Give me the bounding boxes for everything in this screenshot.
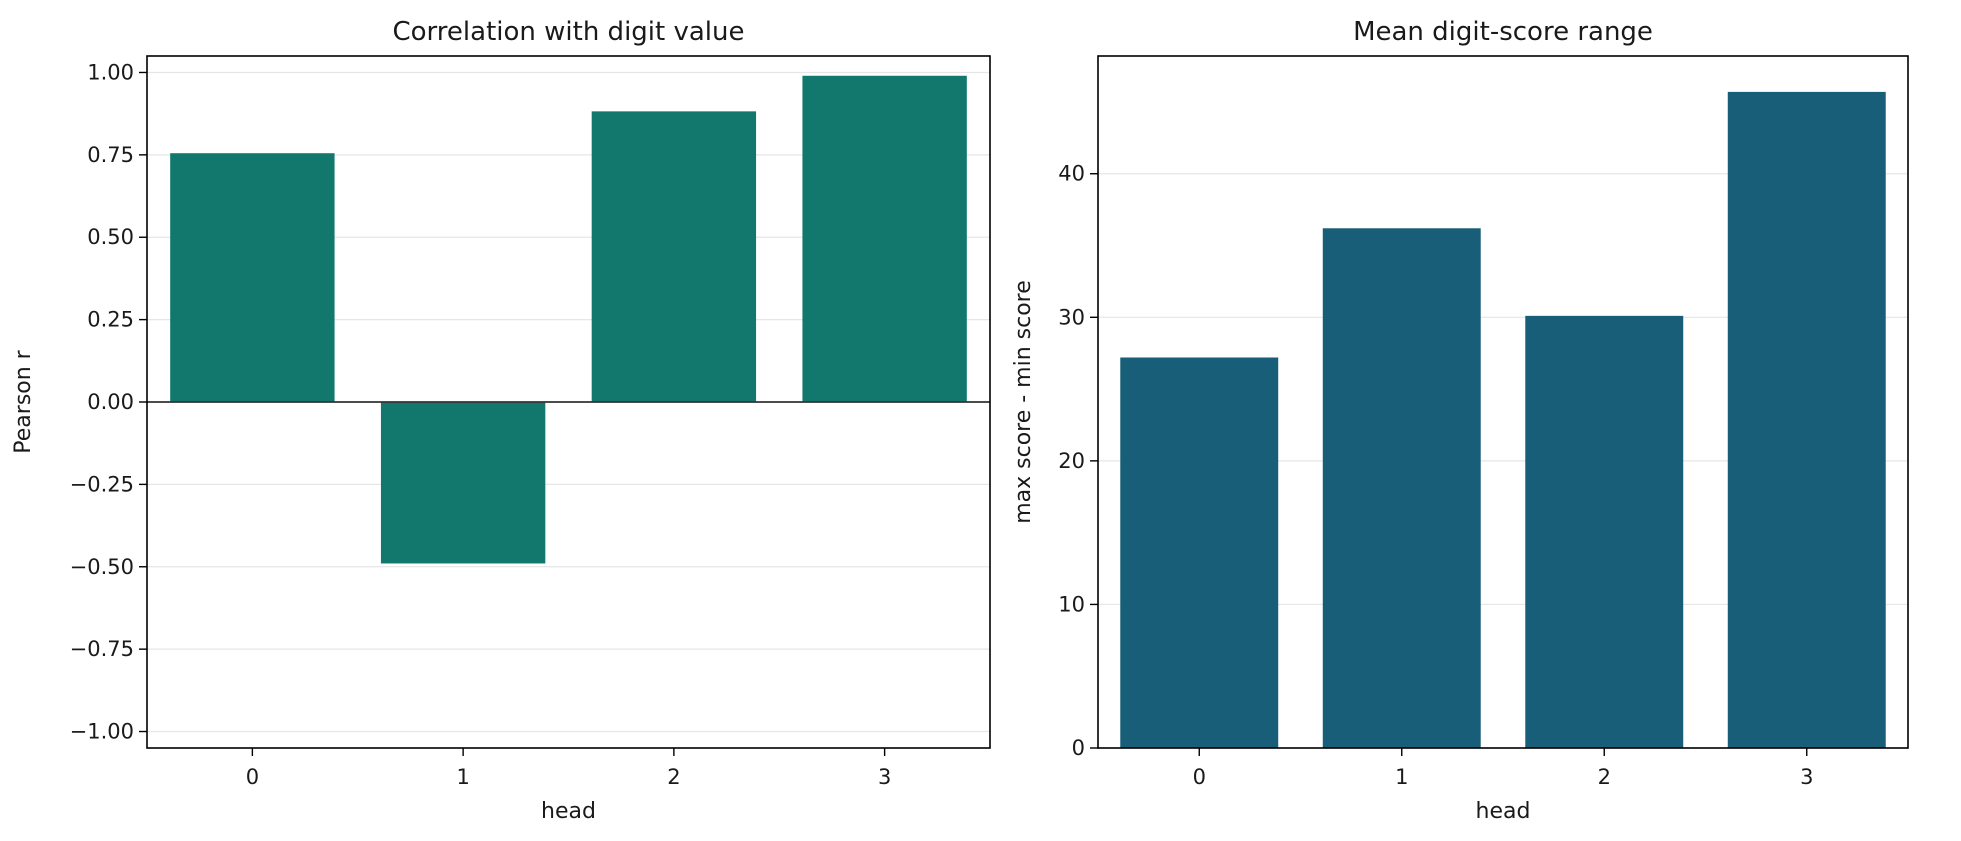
y-tick-label: 0.75: [87, 143, 134, 167]
x-tick-label: 3: [878, 765, 891, 789]
bar: [1525, 315, 1684, 748]
x-tick-label: 0: [1193, 765, 1206, 789]
bar: [1120, 357, 1279, 748]
plot-frame: [1097, 55, 1909, 749]
y-tick-label: 10: [1058, 592, 1085, 616]
y-tick-label: −0.25: [70, 472, 134, 496]
score-range-chart: 0 10 20 30 40 0 1 2 3 Mean digit-score range head m…: [1011, 17, 1909, 824]
y-tick-label: −1.00: [70, 720, 134, 744]
y-tick-label: 0.00: [87, 390, 134, 414]
y-tick-label: 0.25: [87, 308, 134, 332]
y-tick-label: 20: [1058, 449, 1085, 473]
y-tick-label: 30: [1058, 305, 1085, 329]
correlation-chart: −1.00 −0.75 −0.50 −0.25 0.00 0.25 0.50 0.75 1.00…: [11, 17, 991, 824]
x-tick-label: 2: [667, 765, 680, 789]
x-tick-label: 1: [456, 765, 469, 789]
bar: [380, 402, 546, 564]
x-axis-label: head: [1476, 799, 1531, 824]
bar: [802, 75, 967, 403]
x-tick-label: 3: [1800, 765, 1813, 789]
bar: [1322, 228, 1481, 748]
chart-title: Mean digit-score range: [1353, 17, 1653, 47]
y-tick-label: 0.50: [87, 225, 134, 249]
y-tick-label: −0.75: [70, 637, 134, 661]
x-tick-label: 0: [246, 765, 259, 789]
y-axis-label: Pearson r: [11, 349, 36, 453]
y-tick-label: 0: [1072, 736, 1085, 760]
bar: [170, 153, 335, 402]
chart-title: Correlation with digit value: [393, 17, 745, 47]
y-tick-label: 40: [1058, 162, 1085, 186]
y-tick-label: 1.00: [87, 60, 134, 84]
bar: [1727, 91, 1886, 749]
x-tick-label: 2: [1598, 765, 1611, 789]
x-tick-label: 1: [1395, 765, 1408, 789]
y-tick-label: −0.50: [70, 555, 134, 579]
x-axis-label: head: [541, 799, 596, 824]
bar: [591, 111, 757, 403]
y-axis-label: max score - min score: [1011, 280, 1036, 524]
